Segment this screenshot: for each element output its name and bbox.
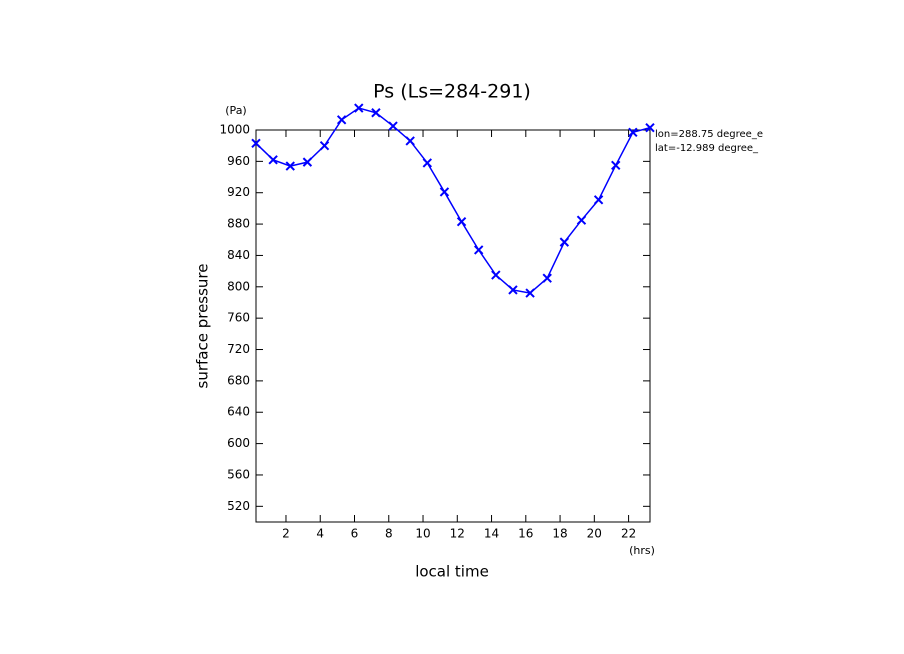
marker: [439, 187, 450, 197]
marker: [576, 215, 587, 225]
marker: [336, 115, 347, 125]
x-tick-label: 10: [415, 527, 430, 541]
marker: [422, 158, 433, 168]
marker: [559, 237, 570, 247]
marker: [628, 127, 638, 138]
marker: [285, 161, 295, 171]
marker: [456, 217, 467, 227]
marker: [302, 157, 313, 167]
annotation: lon=288.75 degree_e: [655, 129, 763, 140]
x-tick-label: 22: [621, 527, 636, 541]
annotations: lon=288.75 degree_e lat=-12.989 degree_: [655, 129, 763, 154]
y-tick-label: 680: [227, 373, 250, 387]
y-tick-label: 920: [227, 185, 250, 199]
marker: [645, 122, 655, 133]
x-tick-label: 14: [484, 527, 499, 541]
x-axis-label: local time: [415, 563, 489, 581]
marker: [525, 288, 535, 298]
y-tick-label: 800: [227, 279, 250, 293]
y-tick-label: 880: [227, 217, 250, 231]
marker: [268, 155, 278, 165]
y-tick-label: 1000: [219, 123, 250, 137]
marker: [371, 108, 381, 118]
y-tick-label: 520: [227, 499, 250, 513]
marker: [354, 103, 364, 113]
x-tick-label: 8: [385, 527, 393, 541]
marker: [319, 140, 330, 151]
series-line: [255, 107, 651, 294]
marker: [405, 136, 415, 146]
x-tick-label: 4: [316, 527, 324, 541]
y-tick-label: 720: [227, 342, 250, 356]
marker: [473, 245, 484, 255]
marker: [593, 195, 604, 205]
marker: [388, 121, 398, 131]
y-unit: (Pa): [225, 104, 246, 117]
x-tick-label: 2: [282, 527, 290, 541]
y-axis-label: surface pressure: [194, 264, 212, 389]
x-tick-label: 6: [351, 527, 359, 541]
y-tick-label: 760: [227, 311, 250, 325]
y-tick-label: 600: [227, 436, 250, 450]
marker: [508, 285, 518, 295]
x-tick-label: 16: [518, 527, 533, 541]
y-tick-label: 960: [227, 154, 250, 168]
plot-frame: [255, 129, 651, 523]
chart-title: Ps (Ls=284-291): [373, 81, 531, 103]
marker: [611, 160, 621, 170]
x-tick-label: 12: [450, 527, 465, 541]
y-tick-label: 640: [227, 405, 250, 419]
y-tick-label: 560: [227, 467, 250, 481]
x-tick-label: 20: [587, 527, 602, 541]
x-unit: (hrs): [629, 544, 655, 557]
marker: [251, 138, 261, 149]
annotation: lat=-12.989 degree_: [655, 143, 759, 154]
y-tick-label: 840: [227, 248, 250, 262]
x-tick-label: 18: [552, 527, 567, 541]
marker: [491, 270, 501, 280]
marker: [542, 273, 552, 283]
